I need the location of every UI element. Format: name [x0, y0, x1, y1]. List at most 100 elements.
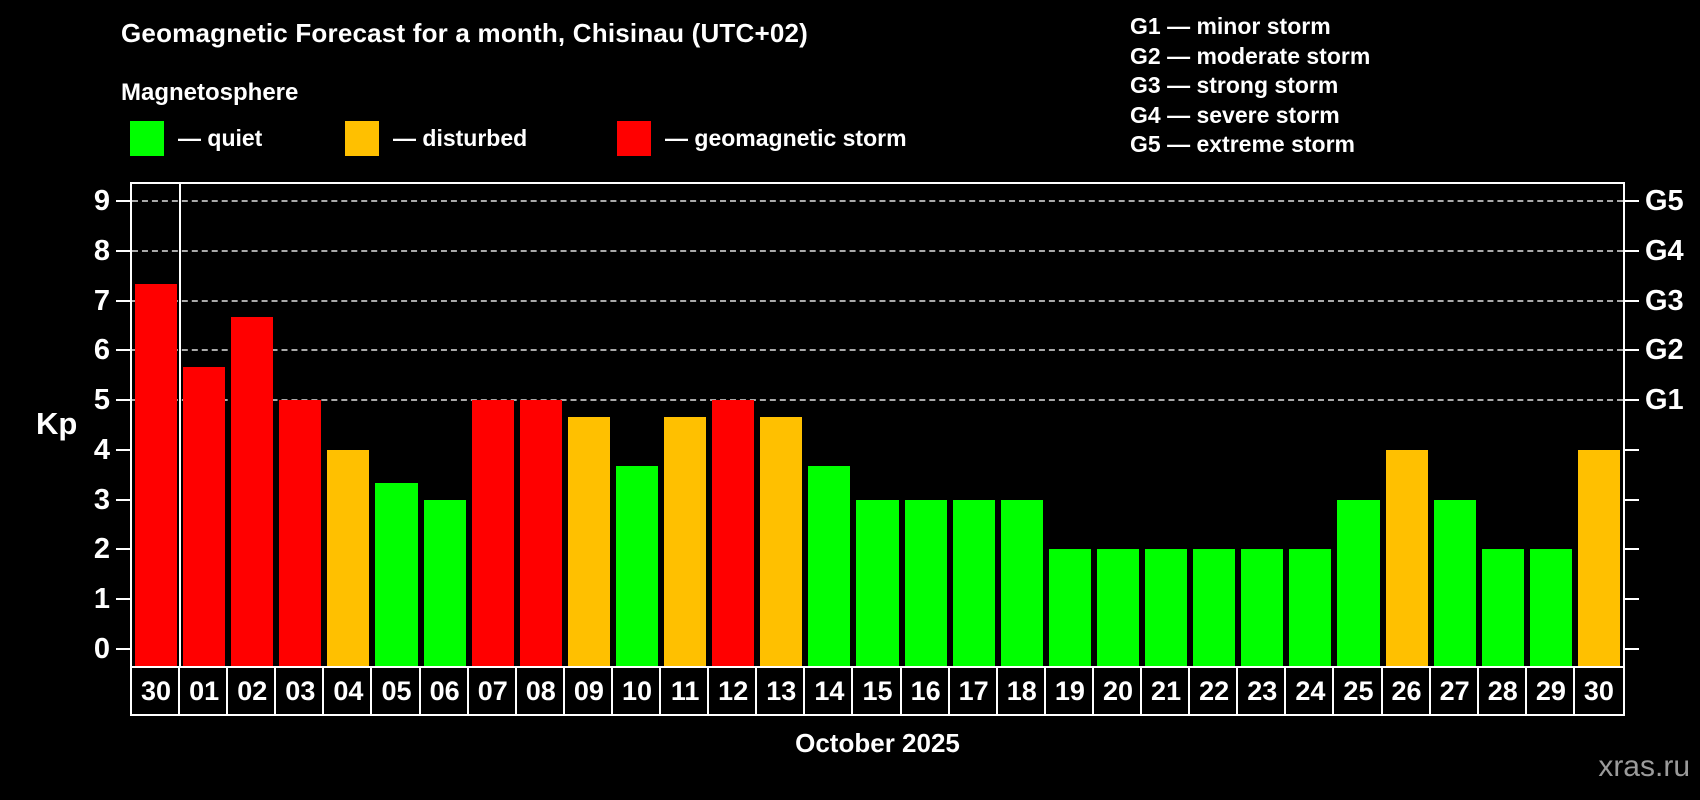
- y-tick-left-1: [116, 597, 130, 600]
- legend-swatch-storm-icon: [617, 121, 651, 156]
- legend-item-disturbed: — disturbed: [345, 121, 527, 156]
- day-label-01: 01: [178, 666, 231, 716]
- y-tick-left-7: [116, 299, 130, 302]
- x-axis-label: October 2025: [795, 728, 960, 758]
- day-label-06: 06: [418, 666, 471, 716]
- y-tick-right-4: [1625, 448, 1639, 451]
- chart-subtitle: Magnetosphere: [121, 79, 299, 106]
- y-tick-label-4: 4: [93, 433, 110, 466]
- bar-day-22: [1193, 549, 1236, 666]
- day-label-14: 14: [803, 666, 856, 716]
- bar-day-27: [1433, 499, 1476, 666]
- bar-day-21: [1145, 549, 1188, 666]
- bar-day-29: [1529, 549, 1572, 666]
- legend-swatch-quiet-icon: [130, 121, 164, 156]
- bar-day-13: [760, 416, 803, 666]
- y-tick-left-0: [116, 647, 130, 650]
- day-label-09: 09: [562, 666, 615, 716]
- y-tick-right-0: [1625, 647, 1639, 650]
- bar-day-18: [1000, 499, 1043, 666]
- g-scale-legend: G1 — minor storm G2 — moderate storm G3 — …: [1130, 12, 1370, 160]
- day-label-08: 08: [514, 666, 567, 716]
- x-axis-day-labels: 30 01 02 03 04 05 06 07 08 09 10 11 12 13 14 15 16 17 18 19…: [130, 666, 1625, 716]
- legend-swatch-disturbed-icon: [345, 121, 379, 156]
- bar-day-06: [423, 499, 466, 666]
- bar-day-05: [375, 483, 418, 666]
- day-label-13: 13: [755, 666, 808, 716]
- y-tick-label-7: 7: [93, 284, 110, 317]
- right-axis-label-g2: G2: [1645, 334, 1684, 367]
- bar-day-24: [1289, 549, 1332, 666]
- bar-day-02: [231, 317, 274, 666]
- bar-day-30: [1577, 449, 1620, 666]
- y-tick-label-2: 2: [93, 533, 110, 566]
- page-title: Geomagnetic Forecast for a month, Chisin…: [121, 18, 809, 48]
- day-label-27: 27: [1428, 666, 1481, 716]
- bar-day-10: [615, 466, 659, 666]
- gridline-g1: [132, 399, 1623, 402]
- month-separator-line: [179, 184, 182, 666]
- y-tick-label-9: 9: [93, 185, 110, 218]
- bar-day-15: [856, 499, 899, 666]
- day-label-19: 19: [1043, 666, 1096, 716]
- day-label-10: 10: [610, 666, 664, 716]
- right-axis-label-g1: G1: [1645, 384, 1684, 417]
- bar-day-04: [327, 449, 370, 666]
- bar-day-19: [1048, 549, 1091, 666]
- day-label-02: 02: [226, 666, 279, 716]
- day-label-05: 05: [370, 666, 423, 716]
- gridline-g5: [132, 200, 1623, 203]
- day-label-03: 03: [274, 666, 327, 716]
- y-tick-label-6: 6: [93, 334, 110, 367]
- bar-day-09: [567, 416, 610, 666]
- day-label-15: 15: [851, 666, 904, 716]
- status-legend: — quiet — disturbed — geomagnetic storm: [0, 121, 1100, 161]
- day-label-prev-30: 30: [130, 666, 183, 716]
- bar-day-17: [952, 499, 995, 666]
- y-tick-left-2: [116, 548, 130, 551]
- bar-day-07: [471, 400, 514, 666]
- plot-area: [130, 182, 1625, 668]
- legend-label-quiet: — quiet: [178, 125, 263, 151]
- day-label-04: 04: [322, 666, 375, 716]
- bar-day-16: [904, 499, 947, 666]
- y-tick-right-6: [1625, 349, 1639, 352]
- legend-label-disturbed: — disturbed: [393, 125, 528, 151]
- day-label-07: 07: [466, 666, 519, 716]
- day-label-21: 21: [1140, 666, 1193, 716]
- bar-day-26: [1385, 449, 1428, 666]
- y-tick-right-7: [1625, 299, 1639, 302]
- g-legend-line-g3: G3 — strong storm: [1130, 72, 1339, 98]
- bar-day-08: [519, 400, 562, 666]
- y-tick-label-1: 1: [93, 582, 110, 615]
- y-tick-right-3: [1625, 498, 1639, 501]
- y-tick-right-9: [1625, 200, 1639, 203]
- legend-item-quiet: — quiet: [130, 121, 262, 156]
- bar-day-03: [279, 400, 322, 666]
- y-tick-left-6: [116, 349, 130, 352]
- y-axis-label: Kp: [36, 406, 78, 441]
- day-label-11: 11: [659, 666, 712, 716]
- day-label-12: 12: [707, 666, 760, 716]
- y-tick-label-0: 0: [93, 632, 110, 665]
- day-label-29: 29: [1524, 666, 1577, 716]
- bar-day-25: [1337, 499, 1380, 666]
- g-legend-line-g5: G5 — extreme storm: [1130, 131, 1355, 157]
- watermark: xras.ru: [1598, 750, 1690, 783]
- gridline-g4: [132, 250, 1623, 253]
- y-tick-right-8: [1625, 250, 1639, 253]
- right-axis-label-g3: G3: [1645, 284, 1684, 317]
- y-tick-left-9: [116, 200, 130, 203]
- bar-day-23: [1241, 549, 1284, 666]
- day-label-23: 23: [1236, 666, 1289, 716]
- y-tick-left-8: [116, 250, 130, 253]
- day-label-24: 24: [1284, 666, 1337, 716]
- day-label-20: 20: [1091, 666, 1145, 716]
- y-tick-label-3: 3: [93, 483, 110, 516]
- bar-day-11: [664, 416, 707, 666]
- bar-day-14: [808, 466, 851, 666]
- day-label-16: 16: [899, 666, 952, 716]
- day-label-17: 17: [947, 666, 1000, 716]
- plot-inner: [132, 184, 1623, 666]
